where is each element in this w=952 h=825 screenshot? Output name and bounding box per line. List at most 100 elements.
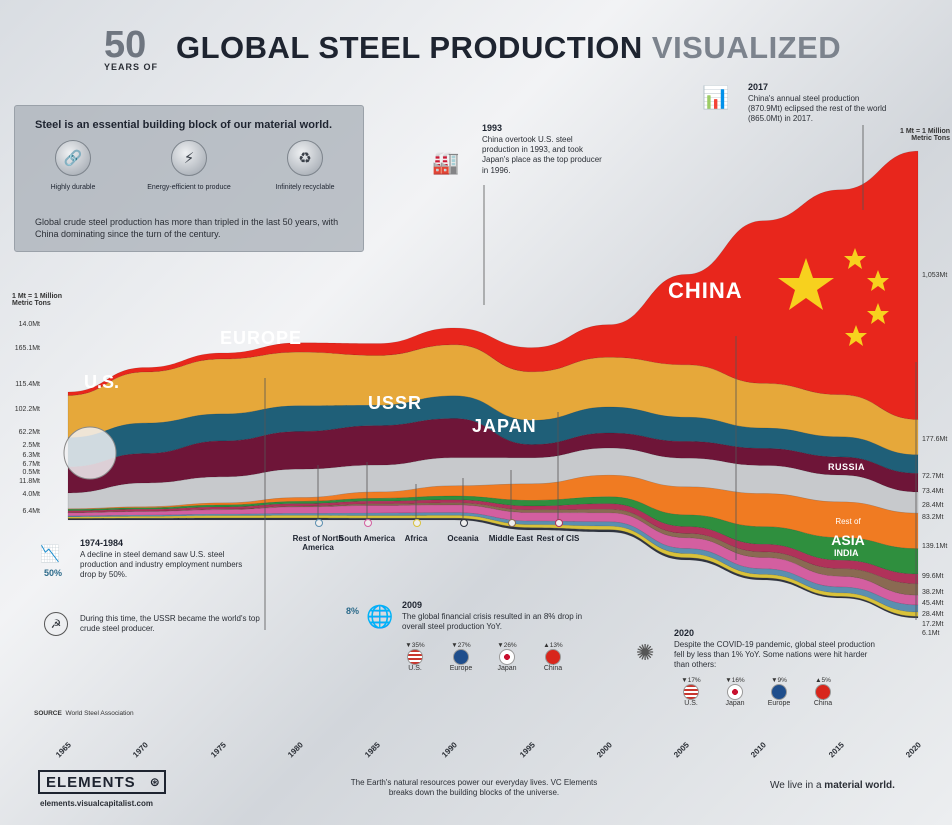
change-pct: ▼17% xyxy=(681,677,701,684)
region-label-oceania: Oceania xyxy=(447,534,479,543)
band-label-us: U.S. xyxy=(84,372,120,392)
region-label-rona: Rest of North America xyxy=(292,534,344,553)
star-icon xyxy=(867,303,889,324)
footer-slogan: We live in a material world. xyxy=(770,780,895,791)
footer-tagline: The Earth's natural resources power our … xyxy=(350,778,598,798)
change-pct: ▲13% xyxy=(543,642,563,649)
region-dot xyxy=(413,519,421,527)
country-name: Europe xyxy=(449,665,473,672)
annotation-year: 2017 xyxy=(748,82,769,92)
property-label: Energy-efficient to produce xyxy=(147,184,231,191)
left-value-label: 14.0Mt xyxy=(18,321,40,328)
units-left: 1 Mt = 1 Million Metric Tons xyxy=(12,293,62,307)
annotation-ussr: During this time, the USSR became the wo… xyxy=(80,614,260,634)
annotation-1974: 1974-1984 A decline in steel demand saw … xyxy=(80,538,260,581)
right-value-label: 1,053Mt xyxy=(922,272,948,279)
band-label-china: CHINA xyxy=(668,278,743,303)
annotation-year: 2020 xyxy=(674,628,695,638)
lightning-icon: ⚡ xyxy=(171,140,207,176)
intro-heading: Steel is an essential building block of … xyxy=(35,119,333,131)
left-value-label: 0.5Mt xyxy=(22,469,40,476)
right-value-label: 72.7Mt xyxy=(922,473,944,480)
country-name: China xyxy=(543,665,563,672)
virus-icon: ✺ xyxy=(636,640,655,665)
china-flag-icon xyxy=(815,684,831,700)
covid-country-europe: ▼9% Europe xyxy=(760,677,798,707)
right-value-label: 28.4Mt xyxy=(922,611,944,618)
source-text: World Steel Association xyxy=(65,710,134,717)
left-value-label: 102.2Mt xyxy=(14,406,40,413)
property-energy: ⚡ Energy-efficient to produce xyxy=(144,140,234,210)
slogan-pre: We live in a xyxy=(770,780,825,791)
right-value-label: 73.4Mt xyxy=(922,488,944,495)
intro-description: Global crude steel production has more t… xyxy=(35,217,339,240)
band-label-ussr: USSR xyxy=(368,393,423,413)
left-value-label: 6.7Mt xyxy=(22,461,40,468)
country-name: Japan xyxy=(497,665,517,672)
globe-icon: 🌐 xyxy=(366,604,394,629)
change-pct: ▼9% xyxy=(771,677,787,684)
us-flag-icon xyxy=(683,684,699,700)
change-pct: ▼26% xyxy=(497,642,517,649)
brand-icon: ⊛ xyxy=(149,775,161,789)
annotation-year: 2009 xyxy=(402,600,423,610)
property-recyclable: ♻ Infinitely recyclable xyxy=(260,140,350,210)
country-name: Japan xyxy=(725,700,745,707)
annotation-text: Despite the COVID-19 pandemic, global st… xyxy=(674,639,875,670)
title-accent: VISUALIZED xyxy=(651,30,842,65)
region-label-me: Middle East xyxy=(488,534,534,543)
region-dot xyxy=(315,519,323,527)
property-label: Highly durable xyxy=(50,184,96,191)
property-list: 🔗 Highly durable ⚡ Energy-efficient to p… xyxy=(15,140,363,210)
region-dot xyxy=(508,519,516,527)
left-value-label: 165.1Mt xyxy=(14,345,40,352)
recycle-icon: ♻ xyxy=(287,140,323,176)
left-value-label: 115.4Mt xyxy=(15,381,40,388)
intro-panel: Steel is an essential building block of … xyxy=(14,105,364,252)
band-oceania xyxy=(67,517,919,619)
property-label: Infinitely recyclable xyxy=(275,184,335,191)
crisis-country-list: ▼35% U.S. ▼27% Europe ▼26% Japan ▲13% Ch… xyxy=(396,642,572,672)
star-icon xyxy=(844,248,866,269)
right-value-label: 17.2Mt xyxy=(922,621,944,628)
chain-link-icon: 🔗 xyxy=(55,140,91,176)
title-number: 50 xyxy=(104,24,147,66)
crisis-country-japan: ▼26% Japan xyxy=(488,642,526,672)
right-value-label: 38.2Mt xyxy=(922,589,944,596)
zoom-circle xyxy=(63,426,117,480)
left-value-label: 2.5Mt xyxy=(22,442,40,449)
chart-guides xyxy=(63,125,917,630)
chart-bands xyxy=(67,150,919,619)
country-name: Europe xyxy=(767,700,791,707)
japan-flag-icon xyxy=(727,684,743,700)
annotation-1993: 1993 China overtook U.S. steel productio… xyxy=(482,123,602,176)
band-label-russia: RUSSIA xyxy=(828,462,866,472)
japan-flag-icon xyxy=(499,649,515,665)
annotation-text: China overtook U.S. steel production in … xyxy=(482,134,602,175)
left-value-label: 6.4Mt xyxy=(22,508,40,515)
annotation-2017: 2017 China's annual steel production (87… xyxy=(748,82,888,125)
bar-decline-icon: 📉 xyxy=(40,546,60,563)
region-dot xyxy=(364,519,372,527)
covid-country-list: ▼17% U.S. ▼16% Japan ▼9% Europe ▲5% Chin… xyxy=(672,677,842,707)
country-name: China xyxy=(813,700,833,707)
covid-country-china: ▲5% China xyxy=(804,677,842,707)
right-value-label: 28.4Mt xyxy=(922,502,944,509)
band-label-europe: EUROPE xyxy=(220,328,303,348)
eu-flag-icon xyxy=(453,649,469,665)
country-name: U.S. xyxy=(408,665,422,672)
region-label-africa: Africa xyxy=(404,534,428,543)
brand-logo[interactable]: ELEMENTS ⊛ xyxy=(38,770,166,794)
star-icon xyxy=(778,258,834,310)
region-dot xyxy=(555,519,563,527)
right-value-label: 99.6Mt xyxy=(922,573,944,580)
crisis-country-us: ▼35% U.S. xyxy=(396,642,434,672)
crisis-country-china: ▲13% China xyxy=(534,642,572,672)
change-pct: ▼35% xyxy=(405,642,425,649)
brand-url[interactable]: elements.visualcapitalist.com xyxy=(40,799,153,808)
hammer-sickle-icon: ☭ xyxy=(44,612,68,636)
source-note: SOURCE World Steel Association xyxy=(34,710,134,717)
title-years-of: YEARS OF xyxy=(104,62,159,72)
star-icon xyxy=(845,325,867,346)
